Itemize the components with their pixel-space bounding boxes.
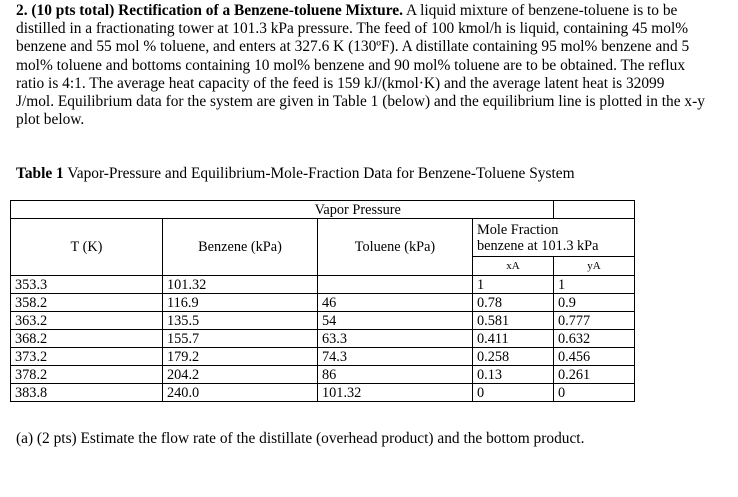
table-body: 353.3 101.32 1 1 358.2 116.9 46 0.78 0.9 363.2 135…: [10, 275, 636, 402]
cell-xa: 0.581: [471, 311, 555, 330]
equilibrium-data-table: Vapor Pressure T (K) Benzene (kPa) Tolue…: [10, 200, 636, 402]
mole-fraction-line1: Mole Fraction: [477, 221, 559, 238]
cell-toluene-pressure: [317, 275, 473, 294]
cell-ya: 1: [553, 275, 636, 294]
cell-toluene-pressure: 46: [317, 293, 473, 312]
empty-cell: [10, 200, 163, 219]
cell-xa: 0.13: [471, 365, 555, 384]
header-benzene-pressure: Benzene (kPa): [162, 218, 318, 276]
problem-heading: 2. (10 pts total) Rectification of a Ben…: [16, 2, 403, 19]
cell-ya: 0.261: [553, 365, 636, 384]
cell-toluene-pressure: 86: [317, 365, 473, 384]
mole-fraction-line2: benzene at 101.3 kPa: [477, 237, 599, 254]
header-toluene-pressure: Toluene (kPa): [317, 218, 473, 276]
table-label: Table 1: [16, 165, 64, 182]
cell-temperature: 368.2: [10, 329, 163, 348]
table-row: 373.2 179.2 74.3 0.258 0.456: [10, 347, 636, 366]
cell-temperature: 373.2: [10, 347, 163, 366]
cell-toluene-pressure: 54: [317, 311, 473, 330]
cell-temperature: 378.2: [10, 365, 163, 384]
cell-xa: 0.258: [471, 347, 555, 366]
cell-xa: 0.78: [471, 293, 555, 312]
cell-temperature: 363.2: [10, 311, 163, 330]
empty-cell: [553, 200, 636, 219]
cell-ya: 0.456: [553, 347, 636, 366]
table-title: Vapor-Pressure and Equilibrium-Mole-Frac…: [67, 165, 575, 182]
table-caption: Table 1 Vapor-Pressure and Equilibrium-M…: [16, 165, 575, 183]
cell-benzene-pressure: 204.2: [162, 365, 318, 384]
header-ya: yA: [553, 256, 636, 276]
table-row: 358.2 116.9 46 0.78 0.9: [10, 293, 636, 312]
cell-toluene-pressure: 63.3: [317, 329, 473, 348]
problem-statement: 2. (10 pts total) Rectification of a Ben…: [16, 2, 706, 129]
table-row: 378.2 204.2 86 0.13 0.261: [10, 365, 636, 384]
cell-benzene-pressure: 155.7: [162, 329, 318, 348]
cell-ya: 0: [553, 383, 636, 402]
cell-ya: 0.632: [553, 329, 636, 348]
group-header-row: Vapor Pressure: [10, 200, 636, 219]
cell-toluene-pressure: 101.32: [317, 383, 473, 402]
cell-ya: 0.9: [553, 293, 636, 312]
cell-benzene-pressure: 101.32: [162, 275, 318, 294]
header-temperature: T (K): [10, 218, 163, 276]
cell-benzene-pressure: 135.5: [162, 311, 318, 330]
problem-text: A liquid mixture of benzene-toluene is t…: [16, 2, 705, 129]
cell-benzene-pressure: 240.0: [162, 383, 318, 402]
vapor-pressure-header: Vapor Pressure: [162, 200, 555, 219]
cell-benzene-pressure: 116.9: [162, 293, 318, 312]
cell-ya: 0.777: [553, 311, 636, 330]
header-xa: xA: [471, 256, 555, 276]
cell-benzene-pressure: 179.2: [162, 347, 318, 366]
table-row: 353.3 101.32 1 1: [10, 275, 636, 294]
cell-temperature: 358.2: [10, 293, 163, 312]
cell-temperature: 383.8: [10, 383, 163, 402]
cell-toluene-pressure: 74.3: [317, 347, 473, 366]
cell-xa: 0.411: [471, 329, 555, 348]
table-row: 383.8 240.0 101.32 0 0: [10, 383, 636, 402]
cell-xa: 0: [471, 383, 555, 402]
table-row: 363.2 135.5 54 0.581 0.777: [10, 311, 636, 330]
header-mole-fraction: Mole Fraction benzene at 101.3 kPa: [471, 218, 636, 257]
cell-xa: 1: [471, 275, 555, 294]
question-a: (a) (2 pts) Estimate the flow rate of th…: [16, 430, 585, 447]
column-header-row: T (K) Benzene (kPa) Toluene (kPa) Mole F…: [10, 218, 636, 276]
table-row: 368.2 155.7 63.3 0.411 0.632: [10, 329, 636, 348]
cell-temperature: 353.3: [10, 275, 163, 294]
